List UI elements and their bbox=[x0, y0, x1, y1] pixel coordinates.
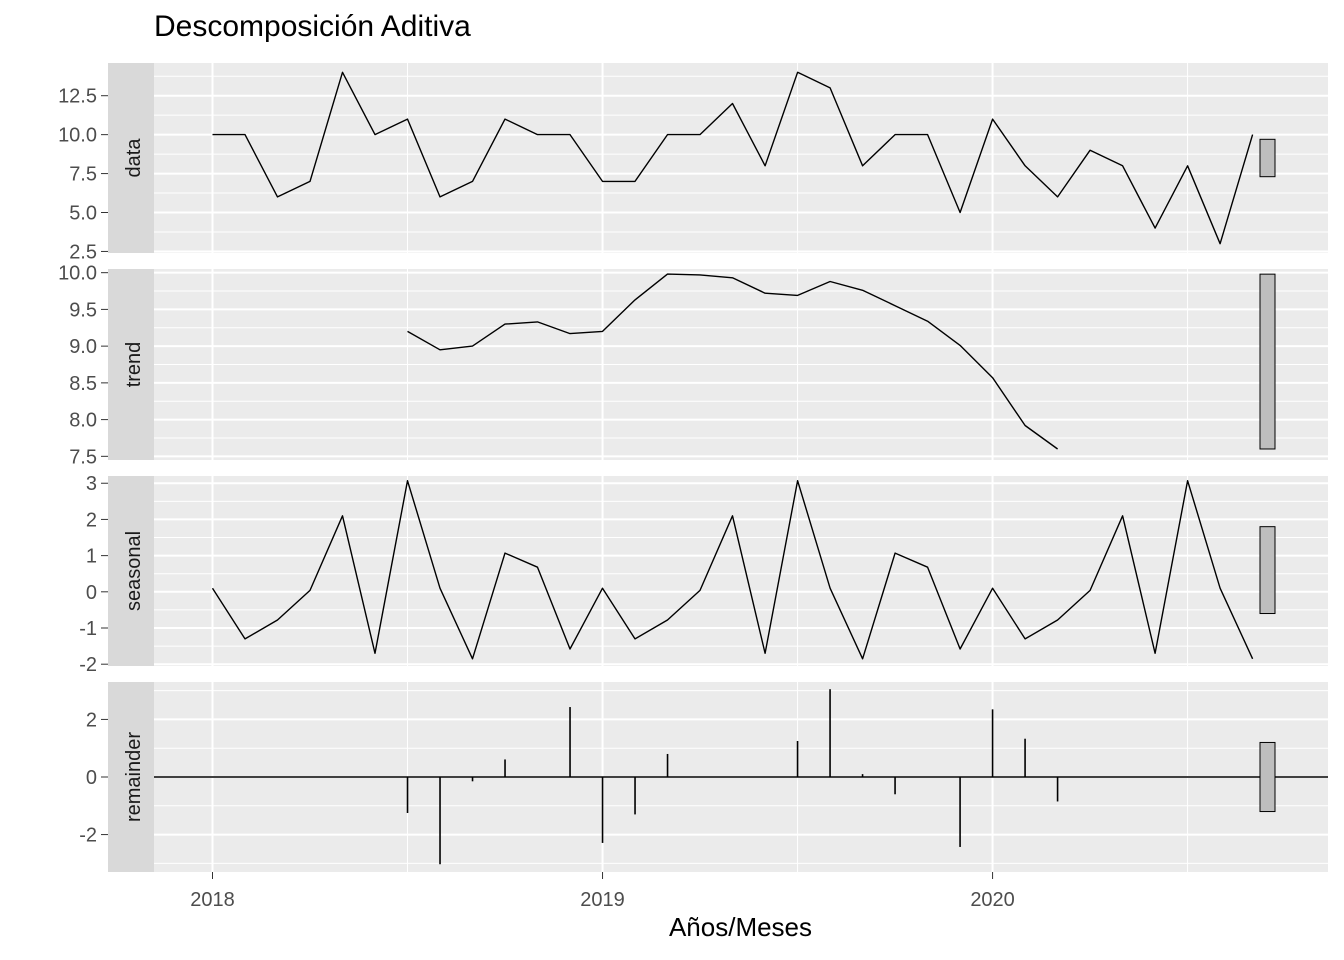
y-tick-label: 10.0 bbox=[58, 263, 97, 285]
panel-background bbox=[154, 63, 1328, 253]
y-tick-label: 9.0 bbox=[69, 336, 97, 358]
y-tick-label: 7.5 bbox=[69, 164, 97, 186]
x-tick-label: 2019 bbox=[580, 889, 625, 911]
y-tick-label: -1 bbox=[79, 618, 97, 640]
y-tick-label: 10.0 bbox=[58, 125, 97, 147]
y-tick-label: 8.5 bbox=[69, 373, 97, 395]
y-tick-label: 9.5 bbox=[69, 299, 97, 321]
x-axis-title: Años/Meses bbox=[668, 912, 813, 942]
panel-seasonal: seasonal -2 -1 0 1 2 3 bbox=[79, 473, 1328, 676]
panel-trend: trend 7.5 8.0 8.5 9.0 9.5 10.0 bbox=[58, 263, 1328, 468]
y-tick-label: 8.0 bbox=[69, 410, 97, 432]
chart-title: Descomposición Aditiva bbox=[154, 10, 471, 43]
y-tick-label: 0 bbox=[86, 582, 97, 604]
strip-label-seasonal: seasonal bbox=[123, 531, 145, 611]
y-tick-label: 2 bbox=[86, 509, 97, 531]
range-bar-trend bbox=[1259, 273, 1276, 450]
strip-data bbox=[108, 63, 154, 253]
y-tick-label: 5.0 bbox=[69, 203, 97, 225]
y-tick-label: 0 bbox=[86, 767, 97, 789]
range-bar-remainder bbox=[1259, 741, 1276, 813]
y-tick-label: 7.5 bbox=[69, 446, 97, 468]
strip-label-trend: trend bbox=[123, 342, 145, 388]
series-line-data bbox=[212, 71, 1254, 245]
strip-label-data: data bbox=[123, 138, 145, 178]
y-tick-label: -2 bbox=[79, 654, 97, 676]
strip-label-remainder: remainder bbox=[123, 732, 145, 822]
panel-data: data 2.5 5.0 7.5 10.0 12.5 bbox=[58, 63, 1328, 263]
y-tick-label: 1 bbox=[86, 546, 97, 568]
x-tick-label: 2018 bbox=[190, 889, 235, 911]
range-bar-data bbox=[1259, 138, 1276, 178]
y-tick-label: 12.5 bbox=[58, 86, 97, 108]
strip-remainder bbox=[108, 682, 154, 872]
strip-trend bbox=[108, 269, 154, 460]
range-bar-seasonal bbox=[1259, 526, 1276, 615]
x-tick-label: 2020 bbox=[970, 889, 1015, 911]
y-tick-label: 2.5 bbox=[69, 241, 97, 263]
panel-background bbox=[154, 476, 1328, 666]
series-line-trend bbox=[407, 273, 1059, 450]
strip-seasonal bbox=[108, 476, 154, 666]
y-tick-label: 3 bbox=[86, 473, 97, 495]
series-line-seasonal bbox=[211, 480, 1254, 660]
y-tick-label: -2 bbox=[79, 825, 97, 847]
y-tick-label: 2 bbox=[86, 709, 97, 731]
panel-remainder: remainder -2 0 2 bbox=[79, 682, 1328, 872]
